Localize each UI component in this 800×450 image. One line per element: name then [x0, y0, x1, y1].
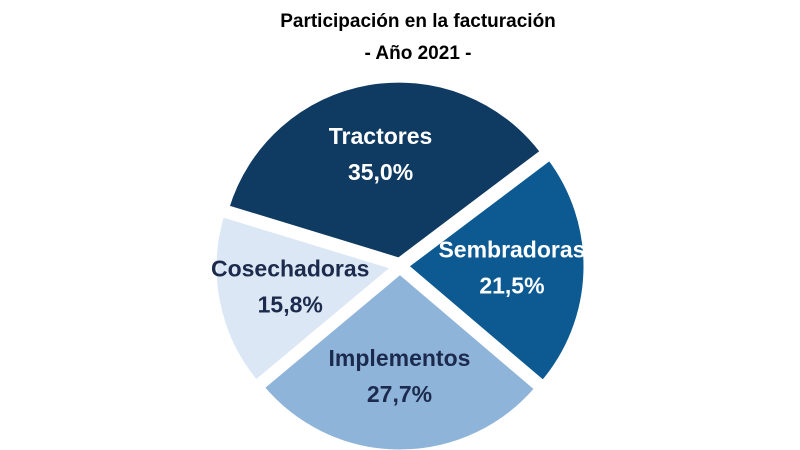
value-label: 15,8% [258, 291, 323, 317]
pie [211, 77, 589, 450]
pie-labels: Tractores 35,0% Sembradoras 21,5% Implemento… [211, 123, 585, 407]
pie-slice [211, 211, 400, 387]
pie-slice [402, 154, 589, 387]
value-label: 27,7% [367, 381, 432, 407]
pie-slice [223, 77, 547, 263]
slice-label: Sembradoras [438, 236, 585, 262]
value-label: 21,5% [479, 272, 544, 298]
slice-label: Cosechadoras [211, 255, 370, 281]
slice-label: Tractores [329, 123, 433, 149]
value-label: 35,0% [348, 159, 413, 185]
chart-subtitle: - Año 2021 - [365, 43, 472, 64]
chart-title: Participación en la facturación [280, 11, 556, 32]
pie-slice [258, 268, 541, 450]
slice-label: Implementos [329, 345, 471, 371]
